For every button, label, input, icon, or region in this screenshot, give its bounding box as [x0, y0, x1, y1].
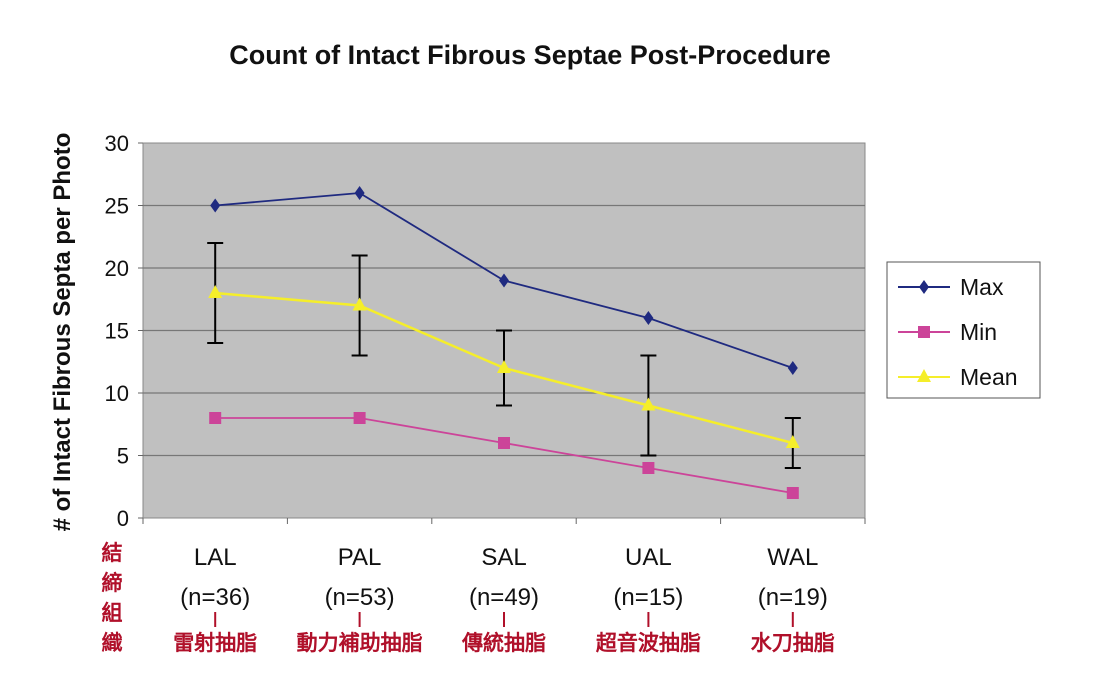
category-n-label: (n=15): [613, 584, 683, 611]
legend-label-min: Min: [960, 319, 997, 345]
legend-label-mean: Mean: [960, 364, 1018, 390]
legend-marker-mean: [917, 369, 931, 382]
data-point-max: [499, 273, 509, 288]
data-point-max: [787, 361, 798, 375]
data-point-mean: [641, 397, 656, 411]
legend-label-max: Max: [960, 274, 1004, 300]
category-label: SAL: [481, 544, 526, 571]
category-label: WAL: [767, 544, 818, 571]
category-n-label: (n=53): [325, 584, 395, 611]
data-point-mean: [352, 297, 367, 311]
data-point-mean: [785, 435, 800, 448]
legend-marker-max: [919, 280, 929, 294]
category-label: UAL: [625, 544, 672, 571]
y-tick-label: 30: [105, 131, 129, 156]
side-annotation-char: 結: [102, 541, 123, 565]
data-point-min: [642, 462, 655, 474]
side-annotation-char: 締: [102, 571, 123, 595]
y-tick-label: 15: [105, 319, 129, 344]
data-point-min: [353, 412, 366, 424]
data-point-max: [643, 311, 654, 325]
category-n-label: (n=19): [758, 584, 828, 611]
category-annotation: 傳統抽脂: [461, 631, 546, 655]
y-tick-label: 25: [105, 194, 129, 219]
y-tick-label: 0: [117, 506, 129, 531]
side-annotation-char: 組: [102, 601, 123, 625]
legend-marker-min: [918, 326, 930, 338]
y-tick-label: 10: [105, 381, 129, 406]
data-point-min: [786, 487, 799, 499]
y-tick-label: 5: [117, 444, 129, 469]
side-annotation-char: 織: [102, 631, 123, 655]
category-annotation: 雷射抽脂: [173, 631, 257, 655]
y-tick-label: 20: [105, 256, 129, 281]
category-n-label: (n=36): [180, 584, 250, 611]
category-annotation: 超音波抽脂: [596, 631, 701, 655]
chart-title: Count of Intact Fibrous Septae Post-Proc…: [229, 40, 831, 70]
category-annotation: 水刀抽脂: [751, 631, 835, 655]
data-point-mean: [497, 360, 511, 373]
legend-box: [886, 261, 1041, 399]
category-label: PAL: [338, 544, 382, 571]
category-annotation: 動力補助抽脂: [297, 631, 423, 655]
data-point-max: [210, 198, 221, 213]
legend: Max Min Mean: [886, 261, 1041, 399]
category-label: LAL: [194, 544, 237, 571]
data-point-min: [498, 437, 510, 449]
category-n-label: (n=49): [469, 584, 539, 611]
data-point-min: [209, 412, 222, 424]
data-point-mean: [208, 285, 223, 298]
y-axis-label: # of Intact Fibrous Septa per Photo: [49, 133, 76, 532]
data-point-max: [354, 186, 365, 200]
